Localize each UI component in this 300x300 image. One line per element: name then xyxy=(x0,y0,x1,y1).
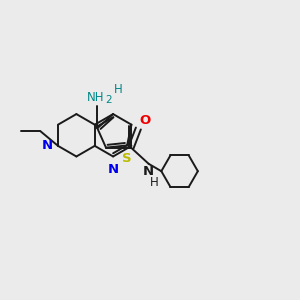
Text: H: H xyxy=(150,176,159,189)
Text: 2: 2 xyxy=(106,95,112,105)
Text: O: O xyxy=(140,114,151,127)
Text: N: N xyxy=(143,165,154,178)
Text: N: N xyxy=(107,163,119,176)
Text: N: N xyxy=(42,140,53,152)
Text: NH: NH xyxy=(87,91,105,104)
Text: H: H xyxy=(113,83,122,96)
Text: S: S xyxy=(122,152,132,165)
